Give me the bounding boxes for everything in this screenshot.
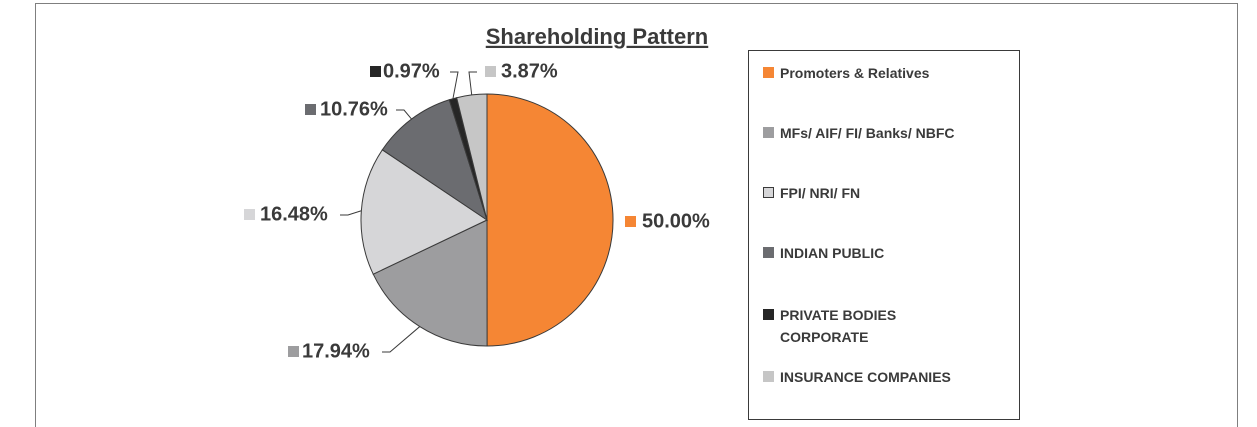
- legend-item: INSURANCE COMPANIES: [763, 366, 951, 388]
- legend-label: PRIVATE BODIES CORPORATE: [780, 307, 897, 345]
- legend-swatch: [763, 371, 774, 382]
- chart-frame: [35, 3, 1238, 427]
- legend-label: MFs/ AIF/ FI/ Banks/ NBFC: [780, 125, 955, 141]
- legend-label: INSURANCE COMPANIES: [780, 369, 951, 385]
- leader-line: [382, 326, 421, 353]
- legend: Promoters & Relatives MFs/ AIF/ FI/ Banks…: [748, 50, 1020, 420]
- chart-title: Shareholding Pattern: [486, 24, 708, 49]
- data-label: 3.87%: [501, 60, 558, 82]
- data-label: 17.94%: [302, 340, 370, 362]
- legend-item: MFs/ AIF/ FI/ Banks/ NBFC: [763, 122, 955, 144]
- pie-slice: [486, 93, 614, 347]
- legend-swatch: [763, 127, 774, 138]
- data-label: 16.48%: [260, 203, 328, 225]
- legend-item: Promoters & Relatives: [763, 62, 929, 84]
- label-swatch: [305, 104, 316, 115]
- legend-item: INDIAN PUBLIC: [763, 242, 884, 264]
- label-swatch: [244, 209, 255, 220]
- data-label: 0.97%: [383, 60, 440, 82]
- pie-slice: [456, 93, 488, 221]
- legend-swatch: [763, 309, 774, 320]
- label-swatch: [288, 346, 299, 357]
- label-swatch: [370, 66, 381, 77]
- legend-label: INDIAN PUBLIC: [780, 245, 885, 261]
- data-label: 10.76%: [320, 98, 388, 120]
- label-swatch: [485, 66, 496, 77]
- pie-slice: [381, 99, 488, 222]
- legend-item: FPI/ NRI/ FN: [763, 182, 860, 204]
- legend-swatch: [763, 247, 774, 258]
- legend-swatch: [763, 187, 774, 198]
- legend-item: PRIVATE BODIES CORPORATE: [763, 304, 930, 348]
- label-swatch: [625, 216, 636, 227]
- legend-label: FPI/ NRI/ FN: [780, 185, 861, 201]
- leader-line: [450, 71, 459, 99]
- legend-label: Promoters & Relatives: [780, 65, 930, 81]
- legend-swatch: [763, 67, 774, 78]
- leader-line: [396, 109, 412, 120]
- leader-line: [468, 71, 477, 95]
- data-label: 50.00%: [642, 210, 710, 232]
- leader-line: [340, 210, 362, 216]
